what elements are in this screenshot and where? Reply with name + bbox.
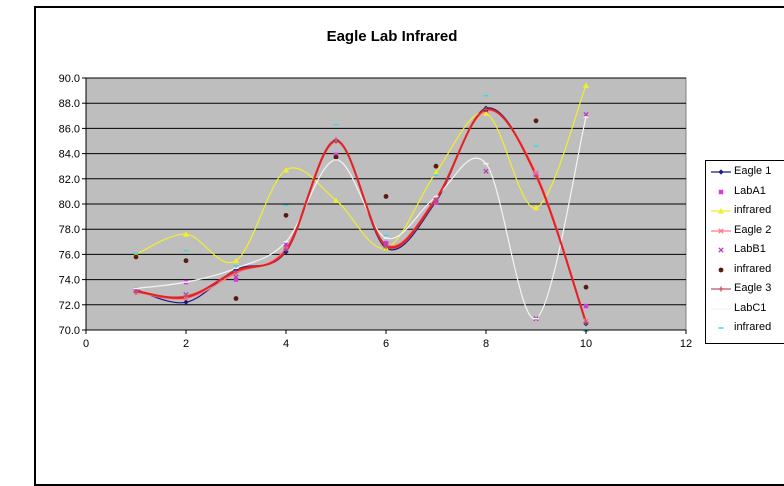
data-point [383,240,389,246]
axes: 70.0 72.0 74.0 76.0 78.0 80.0 82.0 84.0 86.0 88.0… [59,73,693,350]
data-point [333,152,339,158]
y-tick-label: 90.0 [59,73,80,85]
legend-label: infrared [734,262,772,275]
data-point [183,258,189,264]
data-point [283,246,289,252]
x-tick-label: 10 [580,338,592,350]
data-point [283,241,289,247]
data-point [383,194,389,199]
legend-swatch [711,208,731,214]
data-point [283,166,289,173]
data-point [533,171,539,176]
data-point [583,284,589,290]
y-tick-label: 70.0 [59,325,80,337]
data-point [283,249,289,255]
data-point [583,111,589,118]
data-point [533,169,539,176]
legend-label: LabA1 [734,184,766,197]
y-tick-label: 72.0 [59,300,80,312]
data-point [233,296,239,301]
series-lines [135,85,587,324]
data-point [483,107,489,112]
y-tick-label: 78.0 [59,224,80,236]
data-point [533,173,539,179]
legend-swatch [711,169,731,175]
legend-label: Eagle 2 [734,223,772,236]
legend-swatch [718,327,724,329]
legend-swatch [711,307,731,310]
legend-marker [718,267,724,272]
data-point [333,154,339,160]
legend-label: LabC1 [734,301,767,314]
y-tick-label: 84.0 [59,149,80,161]
series-line [135,108,587,323]
legend-marker [718,247,724,253]
data-point [333,137,339,143]
data-point [583,82,589,89]
data-point [533,204,539,211]
x-tick-label: 12 [680,338,692,350]
legend: Eagle 1 LabA1 infrared Eagle 2 LabB1 infrared… [705,160,784,344]
x-tick-label: 8 [483,338,489,350]
data-point [433,197,439,203]
legend-label: infrared [734,321,772,333]
legend-marker [718,208,724,214]
y-tick-label: 86.0 [59,123,80,135]
data-point [283,244,289,250]
data-point [183,299,189,305]
legend-label: Eagle 3 [734,282,772,294]
data-point [583,303,589,309]
legend-swatch [718,267,724,272]
data-point [233,257,239,264]
y-tick-label: 74.0 [59,275,80,287]
data-point [133,289,139,295]
legend-swatch [718,247,724,253]
data-point [433,200,439,205]
data-point [383,244,389,250]
legend-marker [718,227,724,234]
y-tick-label: 80.0 [59,199,80,211]
data-point [133,254,139,260]
chart-title: Eagle Lab Infrared [326,28,458,45]
data-point [483,168,489,174]
data-point [233,277,239,282]
data-point [383,241,389,247]
legend-swatch [718,189,724,194]
data-point [583,319,589,325]
data-point [283,212,289,218]
data-point [183,293,189,299]
x-tick-label: 6 [383,338,389,350]
series-line [135,85,587,264]
legend-marker [718,189,724,194]
series-markers [133,82,589,333]
y-tick-label: 76.0 [59,249,80,261]
legend-marker [718,169,724,175]
legend-swatch [711,227,731,234]
data-point [333,197,339,203]
y-tick-label: 88.0 [59,98,80,110]
x-tick-label: 0 [83,338,89,350]
legend-label: Eagle 1 [734,165,772,177]
data-point [483,110,489,116]
legend-marker [718,286,724,292]
x-tick-label: 2 [183,338,189,350]
legend-swatch [711,286,731,292]
x-tick-label: 4 [283,338,289,350]
data-point [233,274,239,280]
data-point [233,269,239,275]
legend-label: infrared [734,204,772,216]
legend-label: LabB1 [734,243,766,255]
data-point [433,163,439,169]
y-tick-label: 82.0 [59,174,80,186]
data-point [183,231,189,237]
data-point [433,169,439,175]
data-point [533,118,539,124]
